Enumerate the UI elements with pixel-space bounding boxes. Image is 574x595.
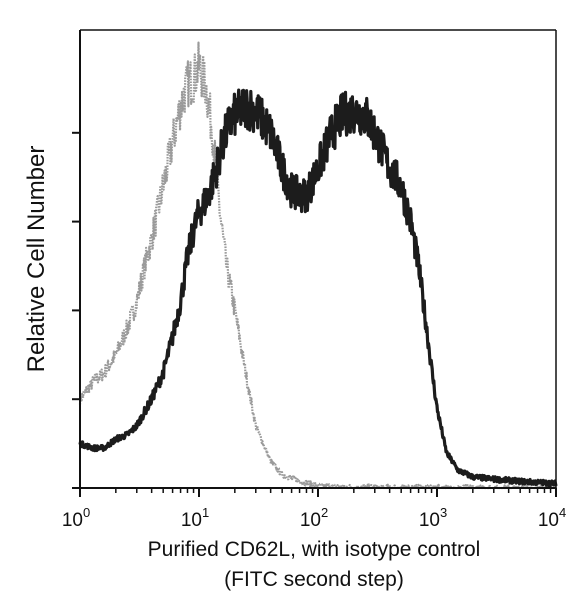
series-layer [78,41,558,490]
x-tick-label-1: 101 [181,505,209,531]
x-tick-label-4: 104 [538,505,566,531]
x-axis-title-line-0: Purified CD62L, with isotype control [148,538,481,561]
x-tick-label-0: 100 [62,505,90,531]
series-line-0 [78,41,558,490]
x-axis-title-line-1: (FITC second step) [224,568,404,591]
x-tick-label-3: 103 [419,505,447,531]
series-line-1 [78,88,558,488]
y-axis-title: Relative Cell Number [23,146,50,373]
x-tick-label-2: 102 [300,505,328,531]
axes-layer [72,29,557,497]
labels-layer: 100 101 102 103 104 Purified CD62L, with isot… [23,146,566,591]
